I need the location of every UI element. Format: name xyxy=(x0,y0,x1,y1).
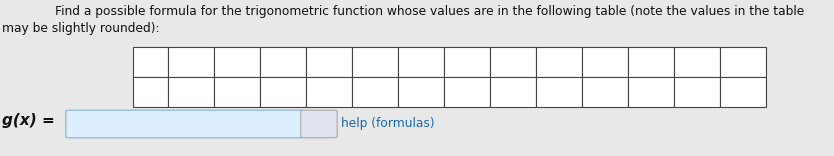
Text: 1.75: 1.75 xyxy=(500,57,525,67)
Text: 3.00: 3.00 xyxy=(685,87,709,97)
Text: x: x xyxy=(147,57,154,67)
Text: 2.00: 2.00 xyxy=(593,87,617,97)
Text: help (formulas): help (formulas) xyxy=(341,117,435,131)
Text: g(x): g(x) xyxy=(138,87,163,97)
Text: 6.00: 6.00 xyxy=(317,87,341,97)
Text: g(x) =: g(x) = xyxy=(2,112,55,127)
Text: 3.00: 3.00 xyxy=(500,87,525,97)
Text: 0.00: 0.00 xyxy=(178,57,203,67)
Text: 0.75: 0.75 xyxy=(317,57,341,67)
Text: 5.73: 5.73 xyxy=(363,87,387,97)
Text: 5.73: 5.73 xyxy=(270,87,295,97)
Text: 2.25: 2.25 xyxy=(593,57,617,67)
Text: 1.25: 1.25 xyxy=(409,57,434,67)
Text: 2.00: 2.00 xyxy=(546,57,571,67)
Text: may be slightly rounded):: may be slightly rounded): xyxy=(2,22,159,35)
Text: 2.50: 2.50 xyxy=(639,57,663,67)
Text: 0.50: 0.50 xyxy=(271,57,295,67)
Text: 4.00: 4.00 xyxy=(178,87,203,97)
Text: 1.00: 1.00 xyxy=(363,57,387,67)
Text: 1.50: 1.50 xyxy=(455,57,480,67)
Text: 5.00: 5.00 xyxy=(224,87,249,97)
Text: 3.00: 3.00 xyxy=(731,57,756,67)
Text: 0.25: 0.25 xyxy=(224,57,249,67)
Text: Find a possible formula for the trigonometric function whose values are in the f: Find a possible formula for the trigonom… xyxy=(55,5,804,18)
Text: 2.27: 2.27 xyxy=(639,87,664,97)
Text: 2.75: 2.75 xyxy=(685,57,710,67)
Text: 5.00: 5.00 xyxy=(409,87,434,97)
Text: 4.00: 4.00 xyxy=(455,87,480,97)
Text: 4.00: 4.00 xyxy=(731,87,756,97)
Text: 2.27: 2.27 xyxy=(546,87,571,97)
